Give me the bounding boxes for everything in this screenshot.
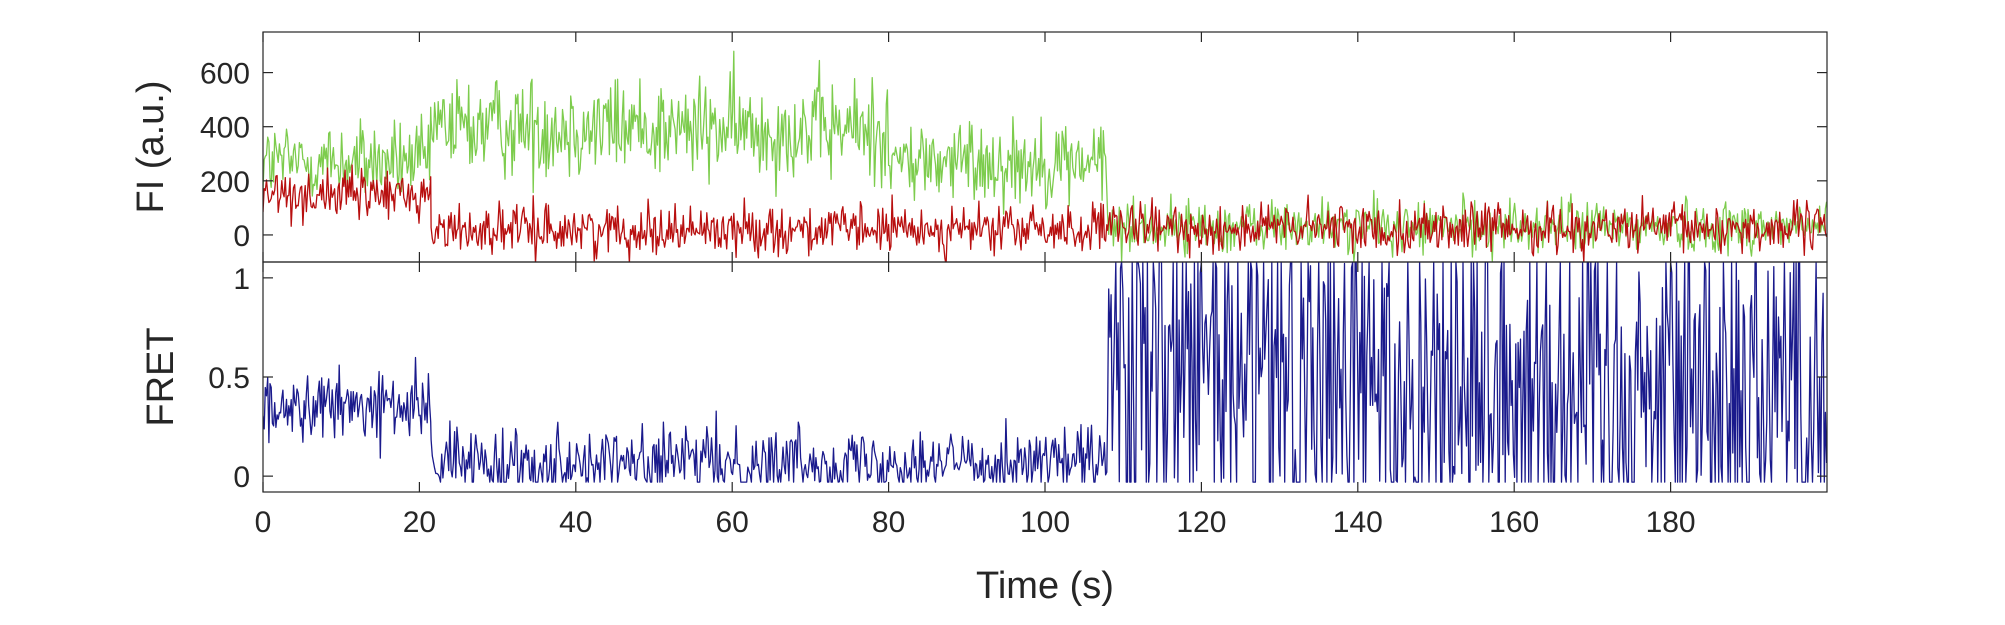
intensity-traces — [263, 50, 1827, 262]
fret-y-tick-label: 1 — [233, 263, 250, 296]
fret-x-tick-label: 80 — [872, 506, 905, 539]
fret-x-tick-label: 40 — [559, 506, 592, 539]
intensity-ticks: 0 200 400 600 — [200, 32, 1827, 262]
intensity-panel: 0 200 400 600 FI (a.u.) — [130, 31, 1828, 263]
time-x-axis-title: Time (s) — [976, 565, 1114, 607]
intensity-y-tick-label: 0 — [233, 220, 250, 253]
fret-x-tick-label: 160 — [1489, 506, 1539, 539]
fret-series-1-line — [263, 262, 1827, 483]
fret-x-tick-label: 180 — [1646, 506, 1696, 539]
fret-panel: 0 0.5 1 0 20 40 60 80 100 120 140 160 180 FRET Time … — [140, 261, 1828, 607]
intensity-y-tick-label: 400 — [200, 112, 250, 145]
fret-x-tick-label: 140 — [1333, 506, 1383, 539]
fret-y-tick-label: 0 — [233, 461, 250, 494]
intensity-series-2-line — [263, 164, 1827, 262]
fret-x-tick-label: 100 — [1020, 506, 1070, 539]
fret-y-axis-title: FRET — [140, 327, 182, 426]
intensity-y-axis-title: FI (a.u.) — [130, 80, 172, 213]
fret-x-tick-label: 20 — [403, 506, 436, 539]
intensity-series-1-line — [263, 50, 1827, 262]
fret-x-tick-label: 60 — [716, 506, 749, 539]
intensity-y-tick-label: 200 — [200, 166, 250, 199]
intensity-y-tick-label: 600 — [200, 58, 250, 91]
fret-x-tick-label: 0 — [255, 506, 272, 539]
fret-ticks: 0 0.5 1 0 20 40 60 80 100 120 140 160 180 — [208, 262, 1827, 539]
fret-traces — [263, 262, 1827, 483]
fret-x-tick-label: 120 — [1176, 506, 1226, 539]
fret-y-tick-label: 0.5 — [208, 362, 250, 395]
